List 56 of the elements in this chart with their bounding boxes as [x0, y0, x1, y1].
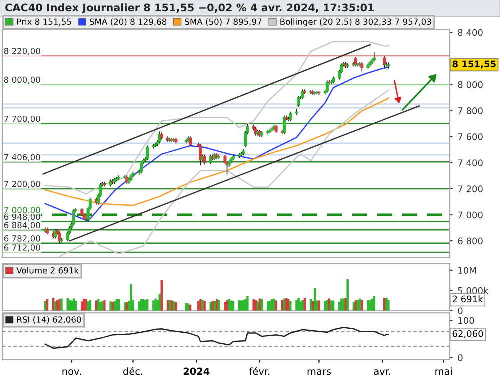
candlestick: [146, 145, 150, 161]
ref-line-label: 6 884,00: [4, 222, 40, 230]
candlestick: [326, 80, 329, 94]
x-tick-label: déc.: [124, 367, 143, 375]
x-tick-label: févr.: [250, 367, 270, 375]
x-tick-label: mai: [436, 368, 452, 375]
y-tick-label: 8 400: [458, 29, 483, 36]
ref-line-label: 8 220,00: [4, 48, 40, 56]
chart-title: CAC40 Index Journalier 8 151,55 −0,02 % 4 avr. 2024, 17:35:01: [6, 4, 374, 14]
y-tick-label: 0: [458, 308, 463, 314]
bar: [361, 300, 364, 311]
line-series: [59, 90, 390, 258]
y-tick-label: 100: [458, 317, 474, 324]
y-tick-label: 6 800: [458, 238, 483, 245]
bar: [130, 284, 132, 311]
bar: [324, 301, 326, 311]
x-tick-label: 2024: [184, 368, 210, 375]
text: 62,060: [452, 330, 484, 338]
ref-line-label: 6 948,00: [4, 214, 40, 222]
ref-line-label: 6 712,00: [4, 244, 40, 252]
candlestick: [72, 209, 76, 226]
x-tick-label: mars: [308, 370, 331, 375]
bar: [246, 296, 249, 311]
y-tick-label: 7 400: [458, 160, 483, 166]
legend-label: SMA (50) 7 895,97: [185, 18, 262, 26]
y-tick-label: 0: [458, 354, 463, 362]
bar: [314, 288, 316, 311]
candlestick: [372, 52, 376, 62]
line-series: [44, 98, 390, 206]
y-tick-label: 8 000: [458, 81, 483, 88]
y-tick-label: 7 000: [458, 212, 483, 219]
ref-line-label: 7 406,00: [4, 154, 40, 162]
text: 2 691k: [452, 296, 484, 303]
legend-label: Volume 2 691k: [16, 267, 79, 274]
ref-line-label: 7 000,00: [4, 207, 40, 214]
y-tick-label: 7 200: [458, 186, 483, 193]
ref-line-label: 7 700,00: [4, 116, 40, 124]
y-tick-label: 7 800: [458, 108, 483, 114]
bar: [230, 300, 232, 311]
line-series: [44, 41, 390, 195]
y-tick-label: 7 600: [458, 134, 483, 140]
text: 8 151,55: [452, 60, 496, 69]
y-tick-label: 10M: [458, 267, 476, 274]
candlestick: [140, 160, 143, 174]
ref-line-label: 6 782,00: [4, 235, 40, 243]
legend-label: RSI (14) 62,060: [17, 316, 82, 324]
ref-line-label: 8 000,00: [4, 76, 40, 84]
x-tick-label: avr.: [374, 370, 390, 375]
legend-label: Bollinger (20 2,5) 8 302,33 7 957,03: [280, 18, 432, 27]
x-tick-label: nov.: [62, 370, 82, 375]
bar: [346, 279, 349, 311]
line-series: [44, 327, 390, 350]
legend-label: SMA (20) 8 129,68: [90, 18, 167, 26]
ref-line-label: 7 200,00: [4, 181, 40, 188]
legend-label: Prix 8 151,55: [17, 18, 72, 26]
bar: [158, 294, 161, 311]
